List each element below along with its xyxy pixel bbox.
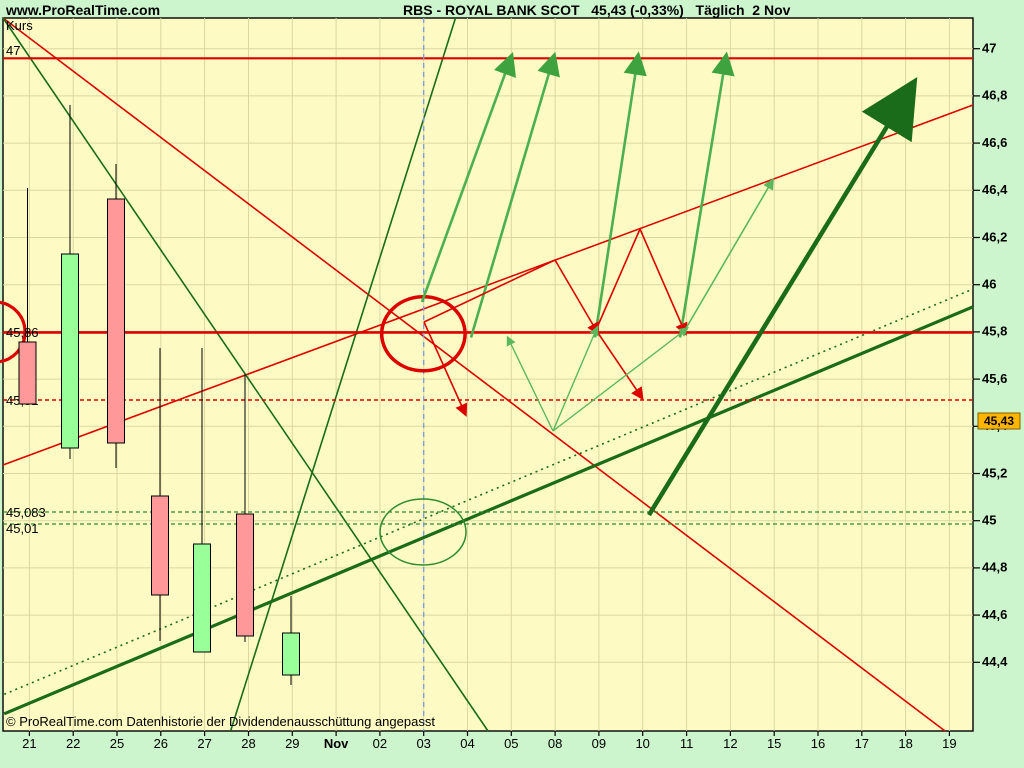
svg-text:09: 09 xyxy=(592,736,606,751)
svg-text:47: 47 xyxy=(6,43,20,58)
svg-text:16: 16 xyxy=(811,736,825,751)
svg-text:47: 47 xyxy=(982,41,996,56)
svg-text:25: 25 xyxy=(110,736,124,751)
svg-text:46,4: 46,4 xyxy=(982,182,1008,197)
svg-text:45,2: 45,2 xyxy=(982,465,1007,480)
svg-text:17: 17 xyxy=(855,736,869,751)
svg-text:05: 05 xyxy=(504,736,518,751)
svg-text:45,083: 45,083 xyxy=(6,505,46,520)
svg-text:© ProRealTime.com Datenhistor: © ProRealTime.com Datenhistorie der Divi… xyxy=(6,714,435,729)
svg-text:45,43: 45,43 xyxy=(984,414,1014,428)
svg-text:08: 08 xyxy=(548,736,562,751)
svg-text:18: 18 xyxy=(898,736,912,751)
svg-text:22: 22 xyxy=(66,736,80,751)
svg-text:45,86: 45,86 xyxy=(6,325,39,340)
svg-text:46,8: 46,8 xyxy=(982,88,1007,103)
svg-text:44,4: 44,4 xyxy=(982,654,1008,669)
svg-text:29: 29 xyxy=(285,736,299,751)
svg-text:27: 27 xyxy=(197,736,211,751)
svg-text:46,2: 46,2 xyxy=(982,229,1007,244)
svg-text:15: 15 xyxy=(767,736,781,751)
svg-text:45,6: 45,6 xyxy=(982,371,1007,386)
svg-text:45,01: 45,01 xyxy=(6,521,39,536)
svg-text:02: 02 xyxy=(373,736,387,751)
svg-text:11: 11 xyxy=(680,736,694,751)
svg-text:44,8: 44,8 xyxy=(982,560,1007,575)
svg-text:10: 10 xyxy=(635,736,649,751)
svg-text:26: 26 xyxy=(154,736,168,751)
svg-text:Kurs: Kurs xyxy=(6,18,33,33)
svg-text:45,8: 45,8 xyxy=(982,324,1007,339)
svg-text:19: 19 xyxy=(942,736,956,751)
svg-text:21: 21 xyxy=(22,736,36,751)
svg-text:44,6: 44,6 xyxy=(982,607,1007,622)
svg-text:46: 46 xyxy=(982,277,996,292)
svg-text:04: 04 xyxy=(460,736,474,751)
svg-text:Nov: Nov xyxy=(324,736,349,751)
svg-text:03: 03 xyxy=(416,736,430,751)
svg-text:45: 45 xyxy=(982,513,996,528)
svg-text:46,6: 46,6 xyxy=(982,135,1007,150)
svg-text:12: 12 xyxy=(723,736,737,751)
svg-text:28: 28 xyxy=(241,736,255,751)
